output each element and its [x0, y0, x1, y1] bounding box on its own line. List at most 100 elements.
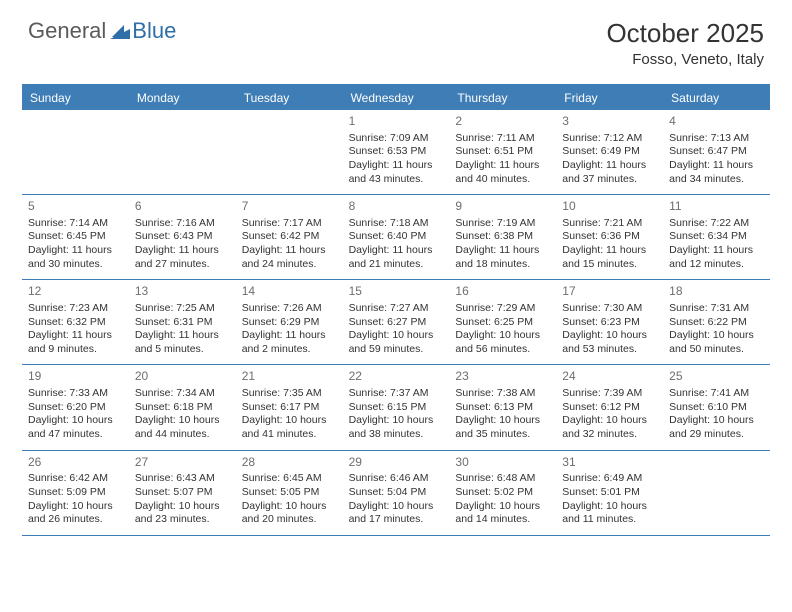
sunset-text: Sunset: 6:23 PM — [562, 316, 657, 330]
day-cell — [129, 110, 236, 194]
sunset-text: Sunset: 6:49 PM — [562, 145, 657, 159]
day-number: 9 — [455, 199, 550, 215]
sunrise-text: Sunrise: 6:49 AM — [562, 472, 657, 486]
day-cell: 5Sunrise: 7:14 AMSunset: 6:45 PMDaylight… — [22, 195, 129, 279]
sunrise-text: Sunrise: 7:34 AM — [135, 387, 230, 401]
daylight-text: Daylight: 10 hours and 11 minutes. — [562, 500, 657, 527]
day-number: 2 — [455, 114, 550, 130]
day-number: 7 — [242, 199, 337, 215]
sunrise-text: Sunrise: 7:17 AM — [242, 217, 337, 231]
sunset-text: Sunset: 5:05 PM — [242, 486, 337, 500]
day-cell — [663, 451, 770, 535]
daylight-text: Daylight: 10 hours and 32 minutes. — [562, 414, 657, 441]
daylight-text: Daylight: 11 hours and 2 minutes. — [242, 329, 337, 356]
weekday-header: Monday — [129, 86, 236, 110]
day-cell: 9Sunrise: 7:19 AMSunset: 6:38 PMDaylight… — [449, 195, 556, 279]
day-number: 1 — [349, 114, 444, 130]
sunrise-text: Sunrise: 7:21 AM — [562, 217, 657, 231]
sunrise-text: Sunrise: 7:18 AM — [349, 217, 444, 231]
daylight-text: Daylight: 10 hours and 29 minutes. — [669, 414, 764, 441]
daylight-text: Daylight: 11 hours and 21 minutes. — [349, 244, 444, 271]
day-number: 8 — [349, 199, 444, 215]
sunset-text: Sunset: 6:53 PM — [349, 145, 444, 159]
daylight-text: Daylight: 10 hours and 56 minutes. — [455, 329, 550, 356]
day-cell: 17Sunrise: 7:30 AMSunset: 6:23 PMDayligh… — [556, 280, 663, 364]
day-cell: 31Sunrise: 6:49 AMSunset: 5:01 PMDayligh… — [556, 451, 663, 535]
daylight-text: Daylight: 11 hours and 27 minutes. — [135, 244, 230, 271]
daylight-text: Daylight: 10 hours and 26 minutes. — [28, 500, 123, 527]
weekday-header: Saturday — [663, 86, 770, 110]
day-cell: 12Sunrise: 7:23 AMSunset: 6:32 PMDayligh… — [22, 280, 129, 364]
sunset-text: Sunset: 6:12 PM — [562, 401, 657, 415]
day-number: 14 — [242, 284, 337, 300]
weekday-header: Sunday — [22, 86, 129, 110]
daylight-text: Daylight: 11 hours and 34 minutes. — [669, 159, 764, 186]
sunset-text: Sunset: 6:51 PM — [455, 145, 550, 159]
daylight-text: Daylight: 10 hours and 20 minutes. — [242, 500, 337, 527]
sunset-text: Sunset: 5:09 PM — [28, 486, 123, 500]
daylight-text: Daylight: 10 hours and 44 minutes. — [135, 414, 230, 441]
day-cell: 20Sunrise: 7:34 AMSunset: 6:18 PMDayligh… — [129, 365, 236, 449]
day-number: 21 — [242, 369, 337, 385]
sunrise-text: Sunrise: 7:38 AM — [455, 387, 550, 401]
daylight-text: Daylight: 11 hours and 24 minutes. — [242, 244, 337, 271]
day-number: 23 — [455, 369, 550, 385]
day-cell: 15Sunrise: 7:27 AMSunset: 6:27 PMDayligh… — [343, 280, 450, 364]
sunrise-text: Sunrise: 7:37 AM — [349, 387, 444, 401]
weekday-header-row: Sunday Monday Tuesday Wednesday Thursday… — [22, 86, 770, 110]
day-cell: 22Sunrise: 7:37 AMSunset: 6:15 PMDayligh… — [343, 365, 450, 449]
location-label: Fosso, Veneto, Italy — [606, 51, 764, 68]
sunrise-text: Sunrise: 7:16 AM — [135, 217, 230, 231]
daylight-text: Daylight: 10 hours and 41 minutes. — [242, 414, 337, 441]
day-number: 29 — [349, 455, 444, 471]
weekday-header: Wednesday — [343, 86, 450, 110]
sunrise-text: Sunrise: 6:42 AM — [28, 472, 123, 486]
daylight-text: Daylight: 11 hours and 37 minutes. — [562, 159, 657, 186]
sunset-text: Sunset: 5:02 PM — [455, 486, 550, 500]
daylight-text: Daylight: 10 hours and 35 minutes. — [455, 414, 550, 441]
weekday-header: Friday — [556, 86, 663, 110]
daylight-text: Daylight: 10 hours and 47 minutes. — [28, 414, 123, 441]
sunset-text: Sunset: 6:18 PM — [135, 401, 230, 415]
logo-text-general: General — [28, 18, 106, 44]
daylight-text: Daylight: 11 hours and 9 minutes. — [28, 329, 123, 356]
day-cell — [236, 110, 343, 194]
sunrise-text: Sunrise: 7:19 AM — [455, 217, 550, 231]
day-number: 6 — [135, 199, 230, 215]
sunrise-text: Sunrise: 6:46 AM — [349, 472, 444, 486]
day-cell: 4Sunrise: 7:13 AMSunset: 6:47 PMDaylight… — [663, 110, 770, 194]
day-cell: 2Sunrise: 7:11 AMSunset: 6:51 PMDaylight… — [449, 110, 556, 194]
sunrise-text: Sunrise: 7:30 AM — [562, 302, 657, 316]
sunset-text: Sunset: 6:25 PM — [455, 316, 550, 330]
week-row: 19Sunrise: 7:33 AMSunset: 6:20 PMDayligh… — [22, 365, 770, 450]
daylight-text: Daylight: 10 hours and 23 minutes. — [135, 500, 230, 527]
daylight-text: Daylight: 10 hours and 14 minutes. — [455, 500, 550, 527]
day-cell: 6Sunrise: 7:16 AMSunset: 6:43 PMDaylight… — [129, 195, 236, 279]
sunset-text: Sunset: 5:04 PM — [349, 486, 444, 500]
day-number: 4 — [669, 114, 764, 130]
day-number: 31 — [562, 455, 657, 471]
sunrise-text: Sunrise: 7:35 AM — [242, 387, 337, 401]
day-cell: 27Sunrise: 6:43 AMSunset: 5:07 PMDayligh… — [129, 451, 236, 535]
daylight-text: Daylight: 10 hours and 50 minutes. — [669, 329, 764, 356]
sunset-text: Sunset: 6:34 PM — [669, 230, 764, 244]
day-cell: 8Sunrise: 7:18 AMSunset: 6:40 PMDaylight… — [343, 195, 450, 279]
sunset-text: Sunset: 6:22 PM — [669, 316, 764, 330]
day-number: 19 — [28, 369, 123, 385]
sunrise-text: Sunrise: 7:14 AM — [28, 217, 123, 231]
daylight-text: Daylight: 10 hours and 53 minutes. — [562, 329, 657, 356]
brand-logo: General Blue — [28, 18, 176, 44]
sunset-text: Sunset: 6:36 PM — [562, 230, 657, 244]
day-cell: 16Sunrise: 7:29 AMSunset: 6:25 PMDayligh… — [449, 280, 556, 364]
sunrise-text: Sunrise: 7:12 AM — [562, 132, 657, 146]
day-cell: 10Sunrise: 7:21 AMSunset: 6:36 PMDayligh… — [556, 195, 663, 279]
sunrise-text: Sunrise: 7:31 AM — [669, 302, 764, 316]
sunset-text: Sunset: 5:01 PM — [562, 486, 657, 500]
daylight-text: Daylight: 11 hours and 12 minutes. — [669, 244, 764, 271]
day-cell: 1Sunrise: 7:09 AMSunset: 6:53 PMDaylight… — [343, 110, 450, 194]
week-row: 5Sunrise: 7:14 AMSunset: 6:45 PMDaylight… — [22, 195, 770, 280]
sunset-text: Sunset: 6:17 PM — [242, 401, 337, 415]
month-title: October 2025 — [606, 18, 764, 49]
sunset-text: Sunset: 6:42 PM — [242, 230, 337, 244]
week-row: 26Sunrise: 6:42 AMSunset: 5:09 PMDayligh… — [22, 451, 770, 536]
